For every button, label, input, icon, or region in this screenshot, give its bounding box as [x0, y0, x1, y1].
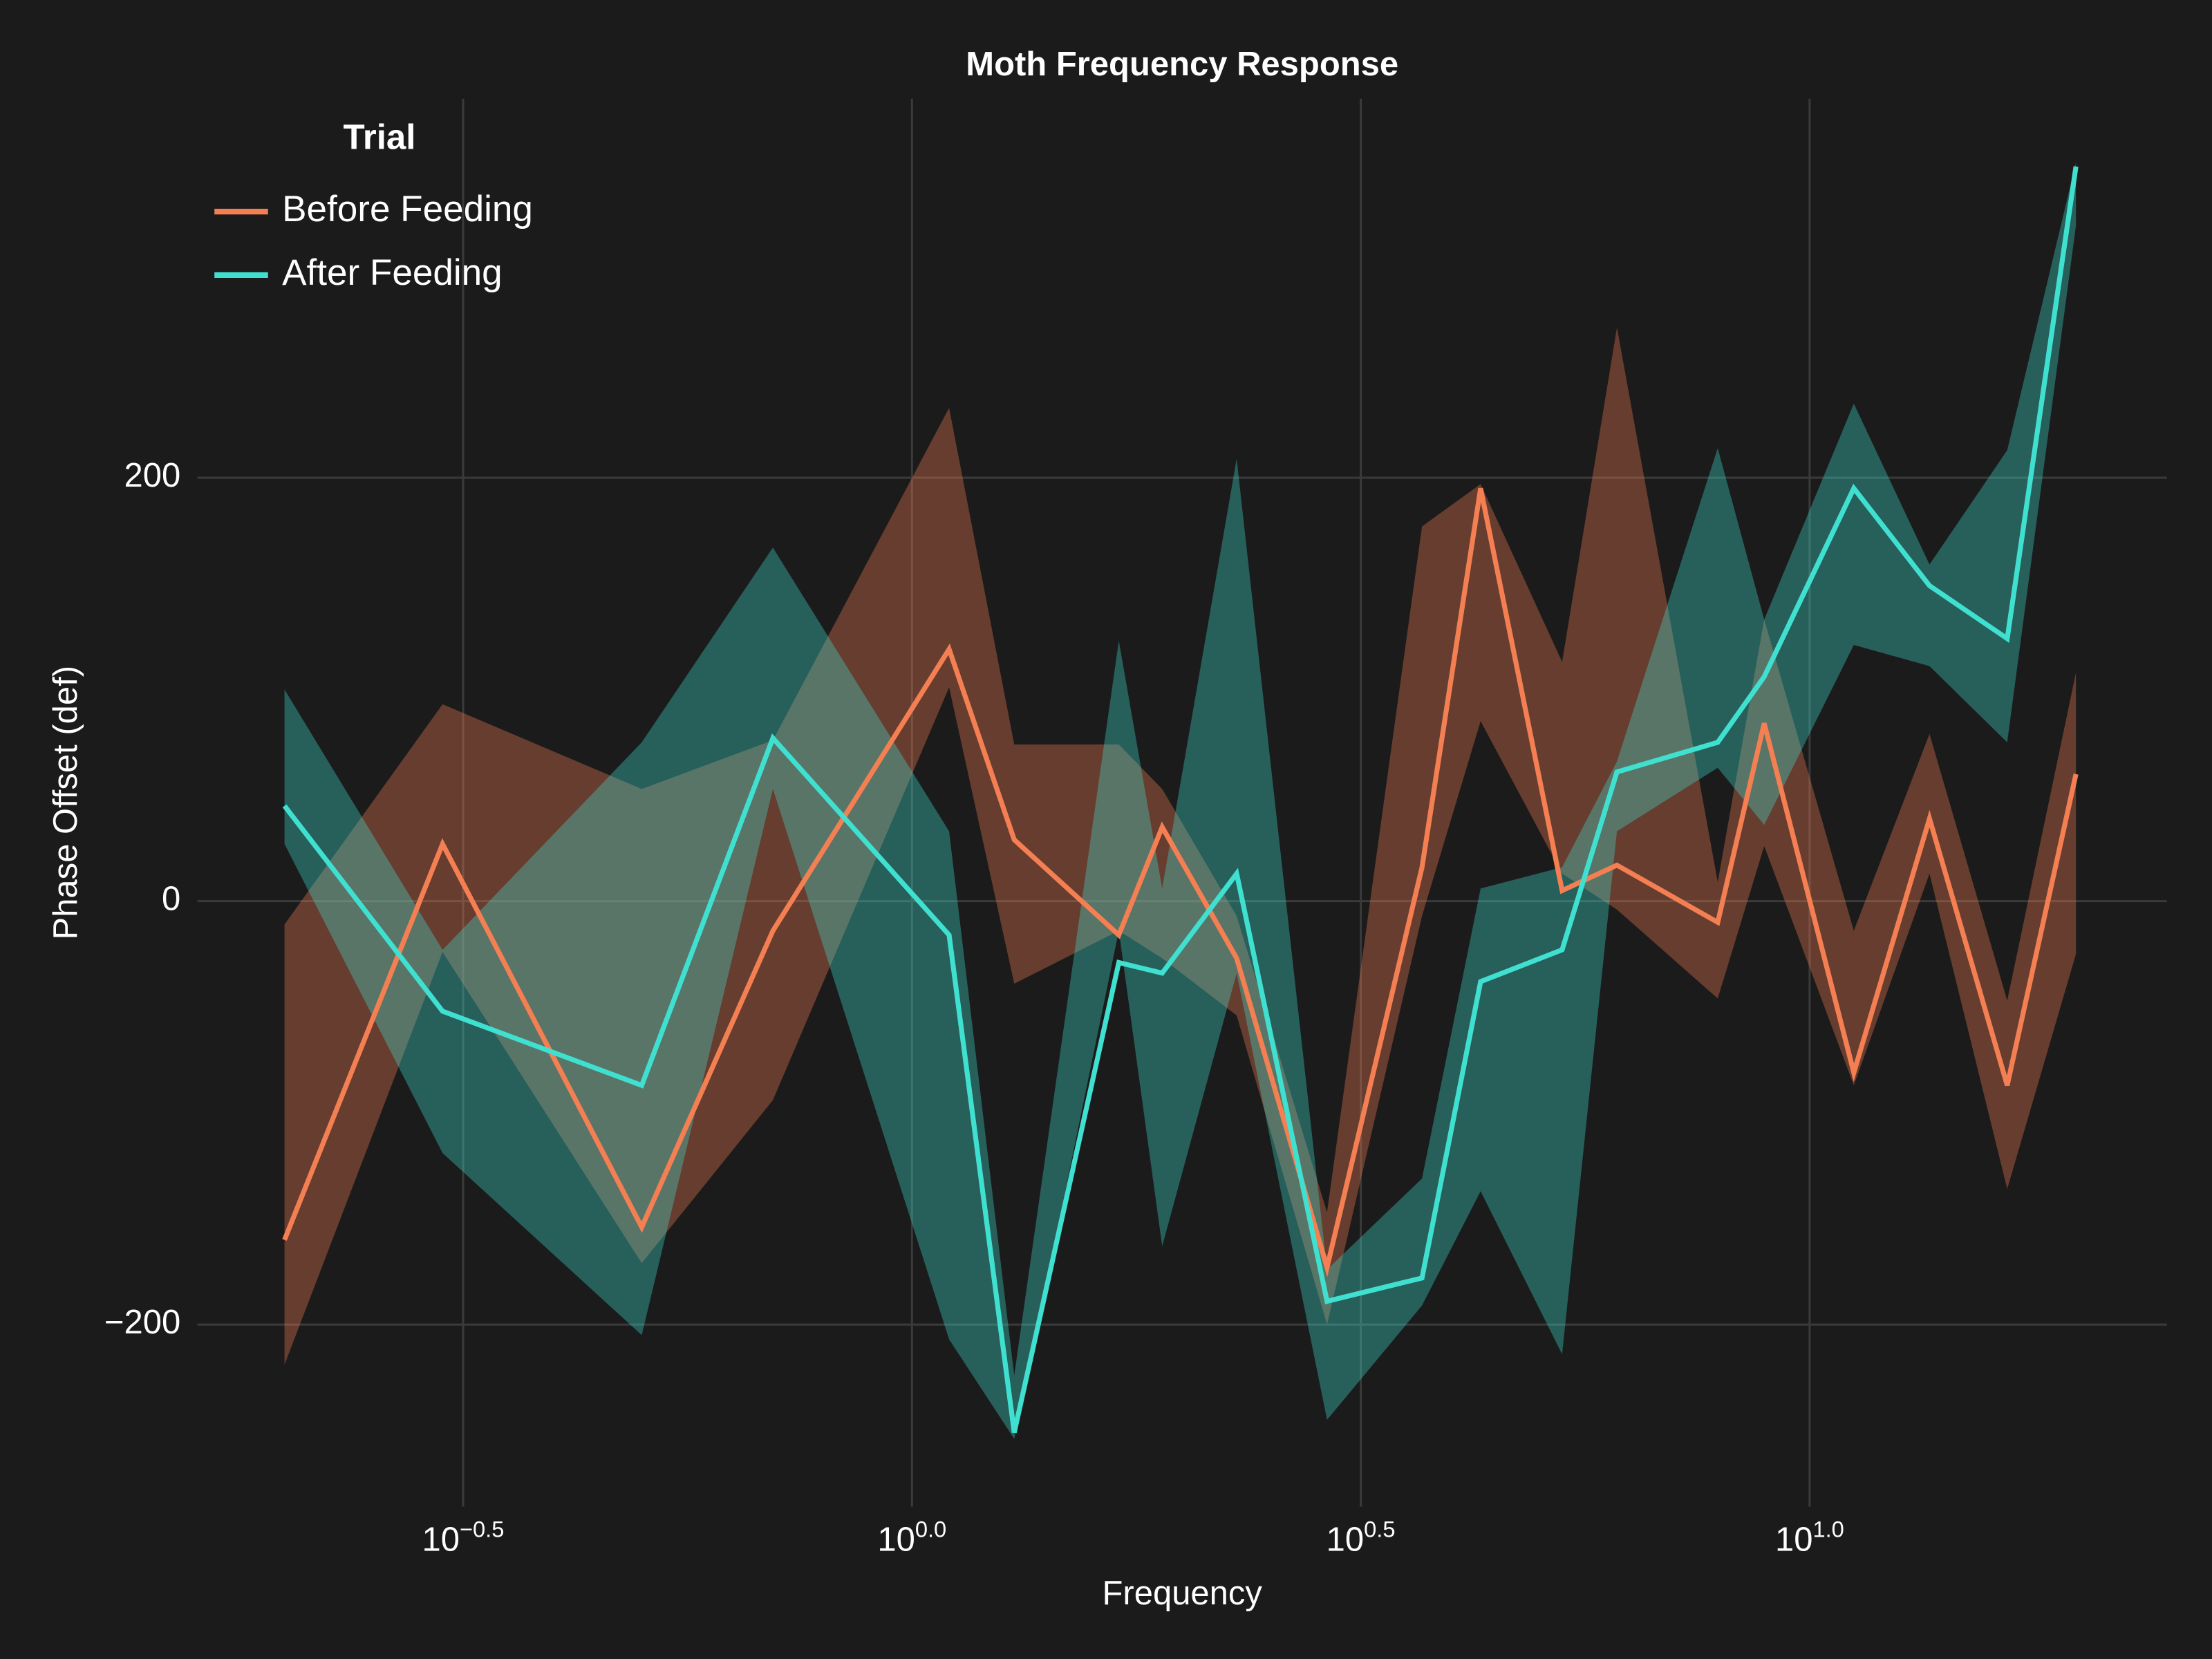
lines [282, 166, 2079, 1434]
confidence-band [284, 162, 2077, 1439]
confidence-band [284, 327, 2077, 1365]
x-tick-base: 10 [877, 1521, 915, 1559]
series-line [282, 166, 2079, 1434]
x-tick-base: 10 [1327, 1521, 1364, 1559]
y-tick-label: −200 [104, 1304, 180, 1341]
x-tick-exponent: 0.5 [1364, 1516, 1395, 1541]
x-tick-exponent: 1.0 [1812, 1516, 1844, 1541]
x-tick-label: 100.5 [1327, 1516, 1396, 1559]
x-tick-exponent: −0.5 [460, 1516, 504, 1541]
y-tick-label: 0 [162, 881, 180, 918]
y-axis-label: Phase Offset (def) [47, 666, 84, 939]
series-line [282, 487, 2079, 1277]
grid [197, 98, 2167, 1507]
legend-label: Before Feeding [282, 189, 533, 229]
legend-title: Trial [344, 118, 416, 157]
x-tick-label: 100.0 [877, 1516, 946, 1559]
x-tick-label: 101.0 [1775, 1516, 1844, 1559]
legend-label: After Feeding [282, 252, 502, 293]
bands [284, 162, 2077, 1439]
x-axis-label: Frequency [1103, 1575, 1263, 1612]
chart-title: Moth Frequency Response [966, 46, 1398, 83]
x-tick-label: 10−0.5 [422, 1516, 505, 1559]
x-tick-base: 10 [1775, 1521, 1812, 1559]
legend: Trial Before Feeding After Feeding [214, 118, 533, 293]
x-tick-base: 10 [422, 1521, 460, 1559]
y-tick-label: 200 [124, 457, 181, 494]
x-tick-exponent: 0.0 [915, 1516, 946, 1541]
